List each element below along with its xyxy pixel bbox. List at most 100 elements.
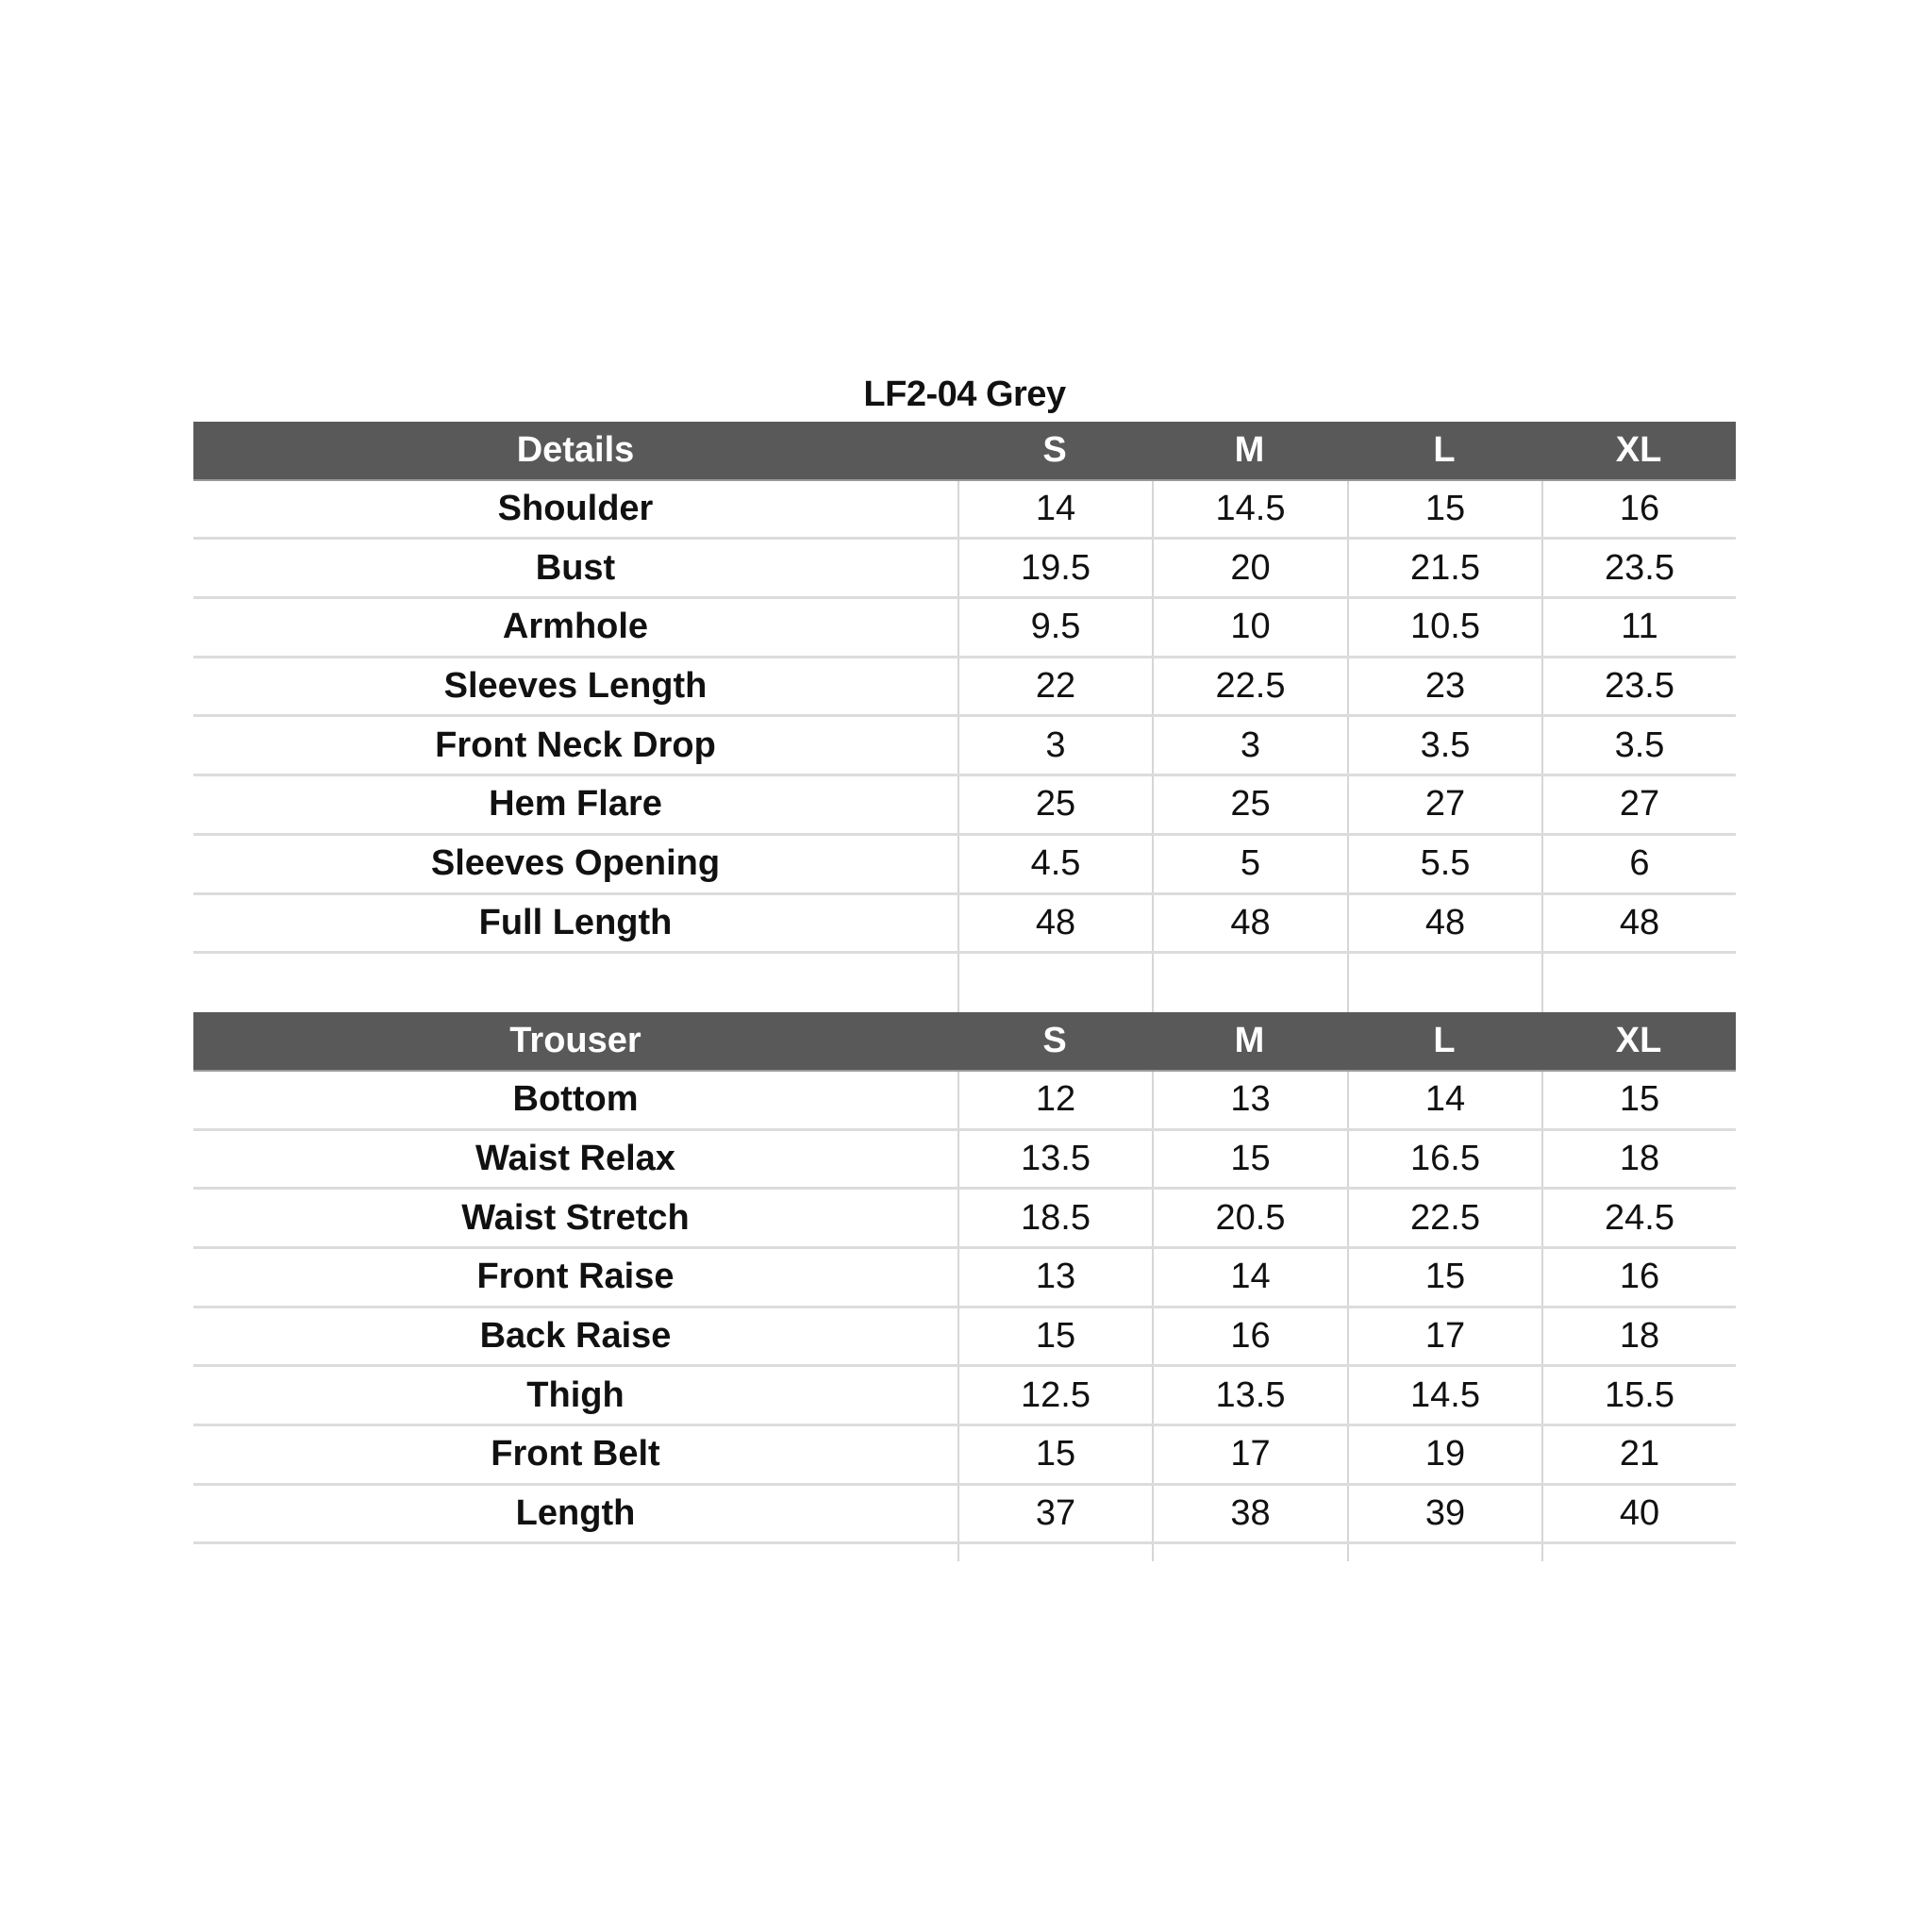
table-row: Sleeves Length 22 22.5 23 23.5	[193, 658, 1736, 718]
table-row: Sleeves Opening 4.5 5 5.5 6	[193, 835, 1736, 895]
cell-value: 48	[1541, 894, 1736, 952]
table-row: Front Raise 13 14 15 16	[193, 1248, 1736, 1308]
cell-value: 13	[958, 1248, 1152, 1306]
cell-value: 5	[1152, 835, 1347, 892]
cell-value: 17	[1347, 1307, 1541, 1365]
cell-value: 12	[958, 1071, 1152, 1128]
cell-value: 3.5	[1347, 717, 1541, 774]
cell-value: 17	[1152, 1426, 1347, 1483]
table-row: Full Length 48 48 48 48	[193, 894, 1736, 955]
empty-cell	[958, 1544, 1152, 1562]
cell-value: 10	[1152, 599, 1347, 656]
cell-value: 16.5	[1347, 1130, 1541, 1188]
row-label: Shoulder	[497, 489, 654, 529]
table-row: Thigh 12.5 13.5 14.5 15.5	[193, 1367, 1736, 1426]
table-row: Waist Relax 13.5 15 16.5 18	[193, 1130, 1736, 1191]
cell-value: 38	[1152, 1485, 1347, 1542]
cell-value: 14.5	[1152, 480, 1347, 538]
cell-value: 15	[1347, 480, 1541, 538]
tail-row	[193, 1544, 1736, 1562]
table-row: Front Neck Drop 3 3 3.5 3.5	[193, 717, 1736, 777]
cell-value: 21.5	[1347, 540, 1541, 597]
cell-value: 40	[1541, 1485, 1736, 1542]
cell-value: 22.5	[1347, 1190, 1541, 1246]
row-label: Waist Stretch	[461, 1197, 690, 1238]
row-label: Waist Relax	[475, 1138, 675, 1178]
empty-cell	[1152, 1544, 1347, 1562]
cell-value: 18.5	[958, 1190, 1152, 1246]
row-label: Length	[515, 1493, 636, 1534]
cell-value: 18	[1541, 1307, 1736, 1365]
cell-value: M	[1234, 429, 1265, 470]
empty-cell	[193, 1544, 958, 1561]
row-label: Sleeves Opening	[430, 843, 721, 884]
table-row: Shoulder 14 14.5 15 16	[193, 480, 1736, 541]
row-label: Details	[516, 429, 635, 470]
cell-value: 48	[1152, 894, 1347, 952]
row-label: Back Raise	[479, 1315, 672, 1356]
table-header: Trouser S M L XL	[193, 1012, 1736, 1072]
cell-value: 25	[1152, 776, 1347, 833]
cell-value: 12.5	[958, 1367, 1152, 1424]
cell-value: 15	[958, 1426, 1152, 1483]
row-label: Hem Flare	[489, 784, 662, 824]
cell-value: 23.5	[1541, 658, 1736, 715]
cell-value: 13.5	[1152, 1367, 1347, 1424]
empty-cell	[1347, 954, 1541, 1013]
cell-value: 3.5	[1541, 717, 1736, 774]
cell-value: 15	[1347, 1248, 1541, 1306]
cell-value: 24.5	[1541, 1190, 1736, 1246]
row-label: Front Neck Drop	[435, 724, 716, 765]
cell-value: 16	[1152, 1307, 1347, 1365]
empty-cell	[193, 954, 958, 1012]
row-label: Front Belt	[491, 1434, 660, 1474]
row-label: Armhole	[502, 607, 649, 647]
cell-value: 3	[1152, 717, 1347, 774]
chart-title: LF2-04 Grey	[863, 375, 1066, 414]
empty-cell	[1541, 954, 1736, 1013]
cell-value: 5.5	[1347, 835, 1541, 892]
cell-value: L	[1433, 429, 1456, 470]
cell-value: 14	[958, 480, 1152, 538]
cell-value: M	[1234, 1021, 1265, 1061]
cell-value: 22	[958, 658, 1152, 715]
row-label: Front Raise	[476, 1257, 675, 1297]
empty-cell	[1347, 1544, 1541, 1562]
cell-value: 16	[1541, 480, 1736, 538]
cell-value: 14	[1347, 1071, 1541, 1128]
cell-value: 9.5	[958, 599, 1152, 656]
table-row: Front Belt 15 17 19 21	[193, 1426, 1736, 1486]
table-row: Waist Stretch 18.5 20.5 22.5 24.5	[193, 1190, 1736, 1249]
cell-value: XL	[1615, 1021, 1662, 1061]
cell-value: 13.5	[958, 1130, 1152, 1188]
cell-value: 13	[1152, 1071, 1347, 1128]
cell-value: 20	[1152, 540, 1347, 597]
row-label: Bust	[535, 547, 616, 588]
size-chart-table: Details S M L XL Shoulder 14 14.5 15 16 Bust 19.5 20…	[193, 422, 1736, 1562]
cell-value: 23.5	[1541, 540, 1736, 597]
cell-value: 27	[1541, 776, 1736, 833]
cell-value: 11	[1541, 599, 1736, 656]
cell-value: 22.5	[1152, 658, 1347, 715]
table-row: Bust 19.5 20 21.5 23.5	[193, 540, 1736, 600]
cell-value: 14	[1152, 1248, 1347, 1306]
cell-value: 15	[958, 1307, 1152, 1365]
cell-value: 48	[1347, 894, 1541, 952]
cell-value: L	[1433, 1021, 1456, 1061]
cell-value: S	[1042, 1021, 1067, 1061]
table-header: Details S M L XL	[193, 422, 1736, 481]
spacer-row	[193, 954, 1736, 1013]
empty-cell	[1541, 1544, 1736, 1562]
cell-value: 27	[1347, 776, 1541, 833]
cell-value: 18	[1541, 1130, 1736, 1188]
cell-value: 16	[1541, 1248, 1736, 1306]
cell-value: 23	[1347, 658, 1541, 715]
cell-value: 15	[1541, 1071, 1736, 1128]
table-row: Bottom 12 13 14 15	[193, 1071, 1736, 1131]
cell-value: 6	[1541, 835, 1736, 892]
cell-value: XL	[1615, 429, 1662, 470]
cell-value: 37	[958, 1485, 1152, 1542]
cell-value: 15	[1152, 1130, 1347, 1188]
cell-value: 15.5	[1541, 1367, 1736, 1424]
cell-value: 10.5	[1347, 599, 1541, 656]
